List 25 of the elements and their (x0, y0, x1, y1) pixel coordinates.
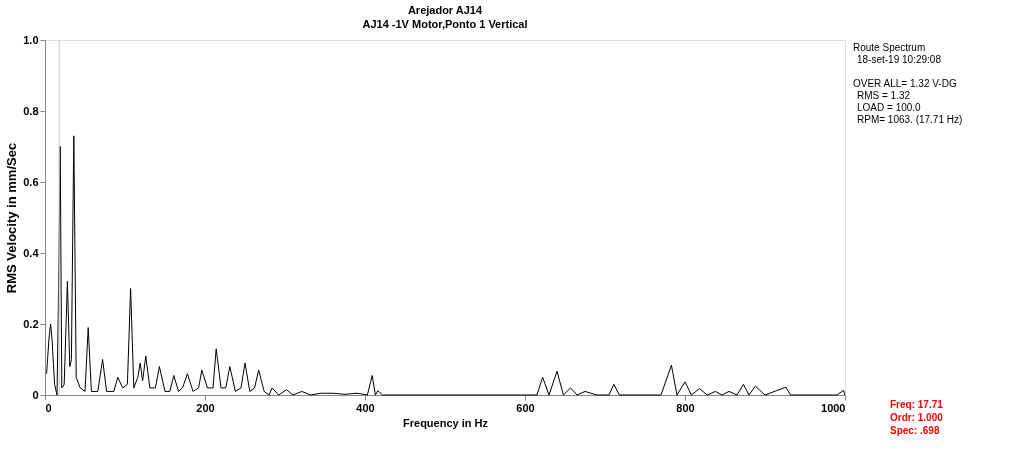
text: 18-set-19 10:29:08 (857, 54, 942, 65)
y-axis-title: RMS Velocity in mm/Sec (4, 142, 20, 294)
text: RPM= 1063. (17.71 Hz) (857, 114, 963, 125)
y-tick-label: 0 (32, 388, 39, 401)
text: Spec: .698 (890, 425, 940, 436)
x-tick-label: 400 (356, 401, 375, 414)
chart-title: Arejador AJ14 (407, 4, 483, 16)
x-axis-title: Frequency in Hz (403, 416, 489, 429)
y-tick-label: 1.0 (23, 33, 39, 46)
text: Ordr: 1.000 (890, 412, 944, 423)
y-tick-label: 0.4 (23, 246, 40, 259)
text: LOAD = 100.0 (857, 102, 922, 113)
y-tick-label: 0.2 (23, 317, 39, 330)
chart-subtitle: AJ14 -1V Motor,Ponto 1 Vertical (362, 18, 528, 30)
x-tick-label: 200 (196, 401, 215, 414)
text: Freq: 17.71 (890, 399, 944, 410)
text: RMS = 1.32 (857, 90, 911, 101)
text: OVER ALL= 1.32 V-DG (853, 78, 957, 89)
y-tick-label: 0.6 (23, 175, 39, 188)
y-tick-label: 0.8 (23, 104, 39, 117)
text: Route Spectrum (853, 42, 926, 53)
x-tick-label: 600 (516, 401, 535, 414)
x-tick-label: 1000 (821, 401, 846, 414)
x-tick-label: 800 (676, 401, 695, 414)
x-tick-label: 0 (45, 401, 52, 414)
